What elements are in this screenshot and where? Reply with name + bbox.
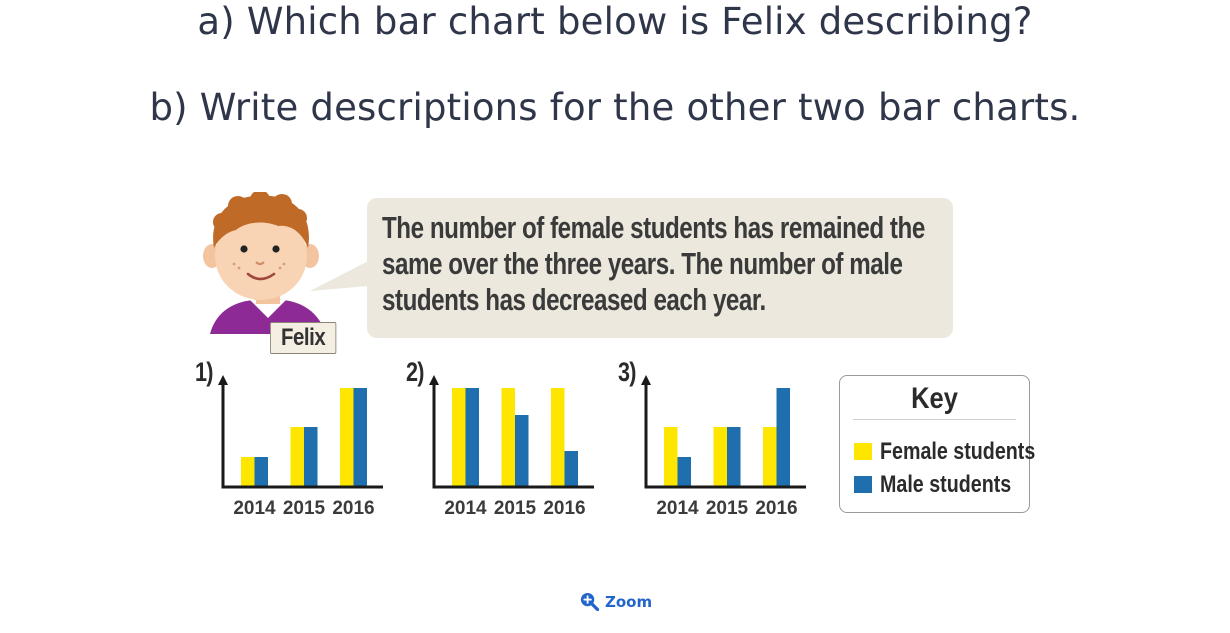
key-divider — [853, 419, 1016, 420]
chart-number: 2) — [406, 357, 424, 387]
y-axis-arrow — [641, 375, 651, 385]
bar-male-2016 — [564, 451, 578, 487]
y-axis-arrow — [429, 375, 439, 385]
zoom-label: Zoom — [605, 593, 653, 611]
x-tick-label: 2015 — [283, 498, 326, 519]
chart-number: 1) — [195, 357, 213, 387]
male-swatch — [854, 476, 872, 493]
bar-male-2014 — [677, 457, 691, 487]
chart-key: Key Female students Male students — [839, 375, 1035, 513]
x-tick-label: 2016 — [332, 498, 374, 519]
x-tick-label: 2016 — [755, 498, 797, 519]
bar-male-2014 — [465, 388, 479, 487]
x-tick-label: 2015 — [494, 498, 537, 519]
speech-bubble — [367, 198, 953, 338]
bar-female-2015 — [290, 427, 304, 487]
bar-male-2015 — [515, 415, 529, 487]
speech-line: same over the three years. The number of… — [382, 246, 903, 281]
question-a: a) Which bar chart below is Felix descri… — [197, 0, 1033, 43]
bar-male-2014 — [254, 457, 268, 487]
bar-chart-1: 1) 2014 2015 2016 — [195, 355, 395, 525]
speech-text: The number of female students has remain… — [382, 210, 944, 318]
x-tick-label: 2014 — [444, 498, 487, 519]
bar-female-2015 — [713, 427, 727, 487]
x-tick-label: 2016 — [543, 498, 585, 519]
y-axis-arrow — [218, 375, 228, 385]
bar-male-2016 — [353, 388, 367, 487]
speech-line: students has decreased each year. — [382, 282, 766, 317]
key-label: Male students — [880, 471, 1012, 498]
chart-number: 3) — [618, 357, 636, 387]
x-tick-label: 2015 — [706, 498, 749, 519]
bar-female-2015 — [501, 388, 515, 487]
bar-female-2016 — [340, 388, 354, 487]
bar-female-2016 — [551, 388, 565, 487]
key-label: Female students — [880, 438, 1036, 465]
bar-female-2014 — [452, 388, 466, 487]
bar-male-2015 — [727, 427, 741, 487]
bar-chart-2-svg: 2014 2015 2016 — [429, 375, 594, 519]
speaker-name-tag: Felix — [270, 322, 337, 354]
x-tick-label: 2014 — [656, 498, 699, 519]
question-b: b) Write descriptions for the other two … — [149, 86, 1081, 129]
bar-female-2016 — [763, 427, 777, 487]
x-tick-label: 2014 — [233, 498, 276, 519]
bar-chart-3: 3) 2014 2015 2016 — [618, 355, 818, 525]
key-title: Key — [911, 382, 958, 415]
zoom-in-icon — [580, 592, 599, 611]
bar-female-2014 — [664, 427, 678, 487]
speech-bubble-tail — [310, 255, 380, 291]
bar-male-2015 — [304, 427, 318, 487]
female-swatch — [854, 443, 872, 460]
bar-chart-2: 2) 2014 2015 2016 — [406, 355, 606, 525]
bar-male-2016 — [776, 388, 790, 487]
speech-line: The number of female students has remain… — [382, 210, 925, 245]
bar-chart-1-svg: 2014 2015 2016 — [218, 375, 383, 519]
felix-avatar — [203, 192, 326, 334]
bar-chart-3-svg: 2014 2015 2016 — [641, 375, 806, 519]
bar-female-2014 — [241, 457, 255, 487]
